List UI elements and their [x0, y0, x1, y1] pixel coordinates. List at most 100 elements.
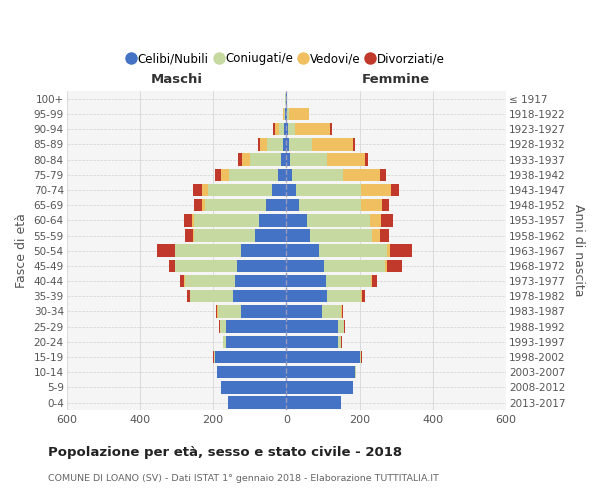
- Text: Femmine: Femmine: [362, 73, 430, 86]
- Bar: [286, 305, 322, 318]
- Bar: [286, 366, 355, 378]
- Bar: [185, 230, 193, 241]
- Bar: [286, 381, 353, 394]
- Bar: [229, 168, 278, 181]
- Bar: [326, 275, 371, 287]
- Bar: [286, 320, 338, 333]
- Bar: [266, 199, 286, 211]
- Bar: [286, 123, 288, 136]
- Bar: [286, 92, 287, 105]
- Bar: [194, 199, 202, 211]
- Bar: [250, 154, 281, 166]
- Bar: [285, 108, 286, 120]
- Bar: [214, 351, 215, 363]
- Bar: [238, 154, 242, 166]
- Bar: [169, 260, 175, 272]
- Bar: [284, 108, 285, 120]
- Bar: [184, 214, 192, 226]
- Bar: [192, 214, 194, 226]
- Bar: [343, 168, 380, 181]
- Bar: [310, 230, 372, 241]
- Bar: [371, 275, 377, 287]
- Bar: [323, 260, 385, 272]
- Bar: [341, 305, 343, 318]
- Bar: [259, 214, 286, 226]
- Bar: [217, 366, 286, 378]
- Bar: [286, 108, 287, 120]
- Bar: [286, 199, 299, 211]
- Bar: [289, 138, 312, 150]
- Bar: [286, 275, 326, 287]
- Bar: [235, 275, 286, 287]
- Bar: [296, 184, 361, 196]
- Bar: [295, 123, 330, 136]
- Bar: [226, 320, 286, 333]
- Bar: [274, 123, 275, 136]
- Bar: [381, 214, 393, 226]
- Bar: [190, 290, 233, 302]
- Bar: [241, 305, 286, 318]
- Bar: [319, 244, 388, 257]
- Bar: [226, 336, 286, 348]
- Bar: [175, 244, 241, 257]
- Bar: [322, 305, 341, 318]
- Bar: [385, 260, 387, 272]
- Text: Maschi: Maschi: [151, 73, 202, 86]
- Bar: [286, 168, 292, 181]
- Legend: Celibi/Nubili, Coniugati/e, Vedovi/e, Divorziati/e: Celibi/Nubili, Coniugati/e, Vedovi/e, Di…: [124, 48, 449, 70]
- Bar: [328, 154, 365, 166]
- Bar: [218, 305, 241, 318]
- Bar: [290, 154, 328, 166]
- Bar: [205, 199, 266, 211]
- Bar: [286, 154, 290, 166]
- Bar: [286, 184, 296, 196]
- Bar: [284, 123, 286, 136]
- Bar: [193, 184, 202, 196]
- Bar: [312, 138, 353, 150]
- Bar: [330, 123, 332, 136]
- Bar: [362, 290, 365, 302]
- Text: Popolazione per età, sesso e stato civile - 2018: Popolazione per età, sesso e stato civil…: [48, 446, 402, 459]
- Bar: [242, 154, 250, 166]
- Bar: [307, 214, 370, 226]
- Bar: [391, 184, 399, 196]
- Bar: [286, 138, 289, 150]
- Bar: [258, 138, 260, 150]
- Bar: [215, 305, 217, 318]
- Bar: [229, 396, 286, 409]
- Bar: [187, 290, 190, 302]
- Text: COMUNE DI LOANO (SV) - Dati ISTAT 1° gennaio 2018 - Elaborazione TUTTITALIA.IT: COMUNE DI LOANO (SV) - Dati ISTAT 1° gen…: [48, 474, 439, 483]
- Bar: [175, 260, 237, 272]
- Y-axis label: Fasce di età: Fasce di età: [15, 214, 28, 288]
- Bar: [387, 260, 403, 272]
- Bar: [286, 290, 328, 302]
- Bar: [202, 199, 205, 211]
- Bar: [260, 138, 267, 150]
- Bar: [286, 260, 323, 272]
- Bar: [279, 123, 284, 136]
- Bar: [286, 214, 307, 226]
- Bar: [360, 351, 361, 363]
- Bar: [287, 108, 289, 120]
- Y-axis label: Anni di nascita: Anni di nascita: [572, 204, 585, 297]
- Bar: [194, 214, 259, 226]
- Bar: [353, 138, 355, 150]
- Bar: [286, 396, 341, 409]
- Bar: [281, 154, 286, 166]
- Bar: [157, 244, 175, 257]
- Bar: [344, 320, 345, 333]
- Bar: [180, 275, 184, 287]
- Bar: [372, 230, 380, 241]
- Bar: [388, 244, 391, 257]
- Bar: [185, 275, 235, 287]
- Bar: [283, 108, 284, 120]
- Bar: [286, 244, 319, 257]
- Bar: [219, 320, 220, 333]
- Bar: [278, 168, 286, 181]
- Bar: [194, 230, 255, 241]
- Bar: [338, 336, 341, 348]
- Bar: [361, 290, 362, 302]
- Bar: [299, 199, 361, 211]
- Bar: [255, 230, 286, 241]
- Bar: [221, 168, 229, 181]
